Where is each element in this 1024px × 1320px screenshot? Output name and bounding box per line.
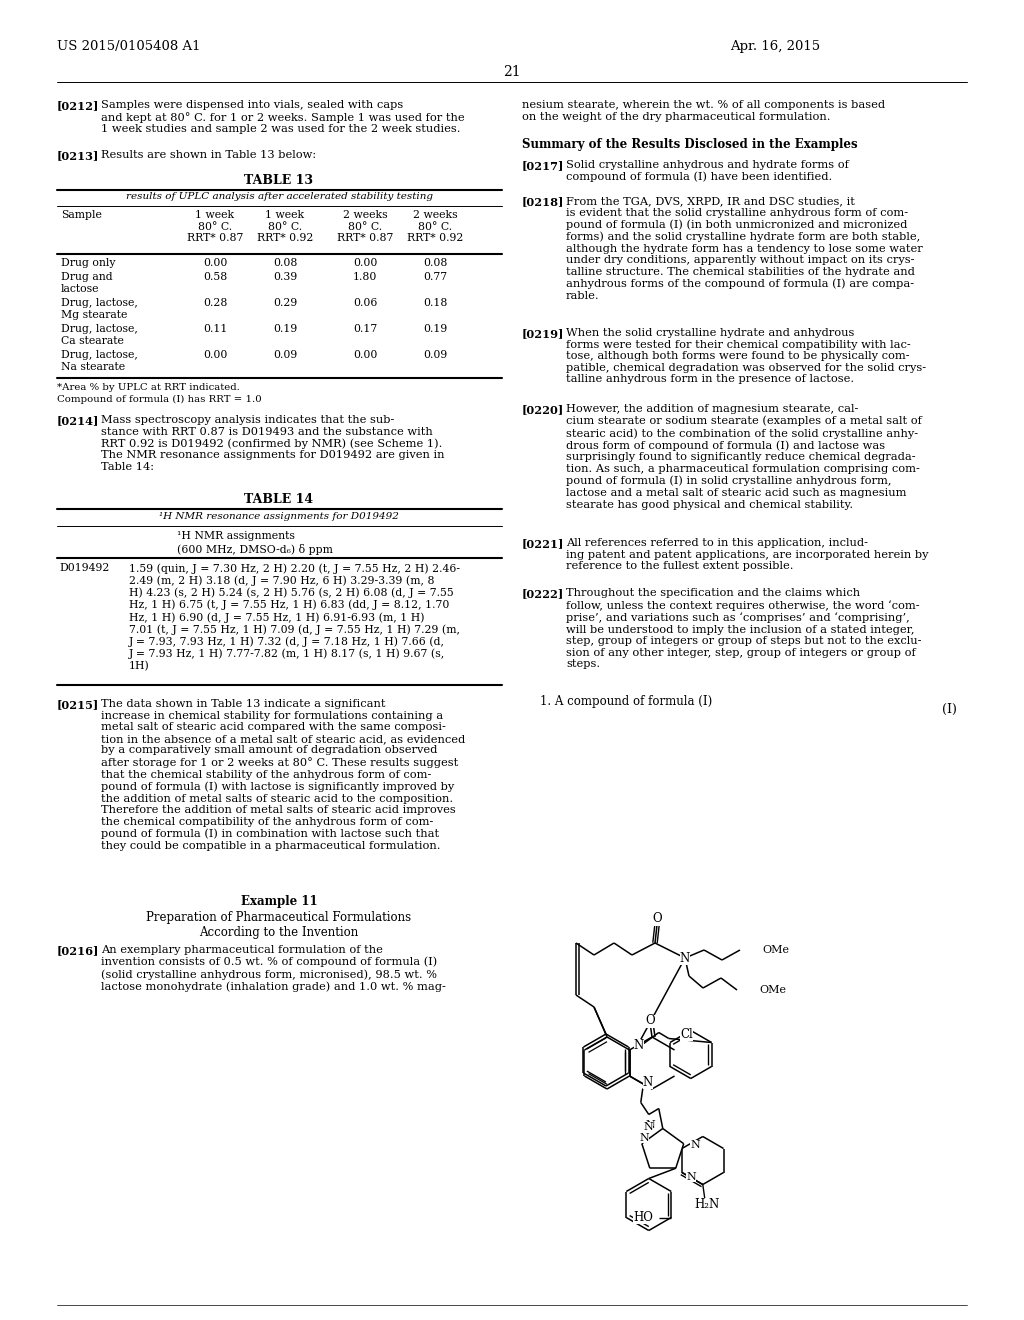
Text: Drug only: Drug only bbox=[61, 257, 116, 268]
Text: O: O bbox=[652, 912, 662, 925]
Text: 0.19: 0.19 bbox=[272, 323, 297, 334]
Text: Samples were dispensed into vials, sealed with caps
and kept at 80° C. for 1 or : Samples were dispensed into vials, seale… bbox=[101, 100, 465, 135]
Text: When the solid crystalline hydrate and anhydrous
forms were tested for their che: When the solid crystalline hydrate and a… bbox=[566, 327, 926, 384]
Text: 0.00: 0.00 bbox=[353, 257, 377, 268]
Text: 1.59 (quin, J = 7.30 Hz, 2 H) 2.20 (t, J = 7.55 Hz, 2 H) 2.46-
2.49 (m, 2 H) 3.1: 1.59 (quin, J = 7.30 Hz, 2 H) 2.20 (t, J… bbox=[129, 564, 460, 672]
Text: TABLE 14: TABLE 14 bbox=[245, 492, 313, 506]
Text: 21: 21 bbox=[503, 65, 521, 79]
Text: 0.00: 0.00 bbox=[203, 257, 227, 268]
Text: Cl: Cl bbox=[680, 1028, 693, 1041]
Text: 0.19: 0.19 bbox=[423, 323, 447, 334]
Text: [0216]: [0216] bbox=[57, 945, 99, 956]
Text: OMe: OMe bbox=[762, 945, 790, 954]
Text: The data shown in Table 13 indicate a significant
increase in chemical stability: The data shown in Table 13 indicate a si… bbox=[101, 700, 465, 850]
Text: results of UPLC analysis after accelerated stability testing: results of UPLC analysis after accelerat… bbox=[126, 191, 432, 201]
Text: [0214]: [0214] bbox=[57, 414, 99, 426]
Text: Example 11: Example 11 bbox=[241, 895, 317, 908]
Text: [0213]: [0213] bbox=[57, 150, 99, 161]
Text: N: N bbox=[643, 1076, 653, 1089]
Text: 0.00: 0.00 bbox=[353, 350, 377, 360]
Text: HO: HO bbox=[634, 1210, 653, 1224]
Text: Solid crystalline anhydrous and hydrate forms of
compound of formula (I) have be: Solid crystalline anhydrous and hydrate … bbox=[566, 160, 849, 182]
Text: 0.18: 0.18 bbox=[423, 298, 447, 308]
Text: *Area % by UPLC at RRT indicated.: *Area % by UPLC at RRT indicated. bbox=[57, 383, 240, 392]
Text: [0220]: [0220] bbox=[522, 404, 564, 414]
Text: N: N bbox=[639, 1133, 649, 1143]
Text: D019492: D019492 bbox=[59, 564, 110, 573]
Text: N: N bbox=[680, 952, 690, 965]
Text: 0.08: 0.08 bbox=[272, 257, 297, 268]
Text: 0.06: 0.06 bbox=[353, 298, 377, 308]
Text: 0.08: 0.08 bbox=[423, 257, 447, 268]
Text: 0.11: 0.11 bbox=[203, 323, 227, 334]
Text: 2 weeks
80° C.
RRT* 0.92: 2 weeks 80° C. RRT* 0.92 bbox=[407, 210, 463, 243]
Text: (600 MHz, DMSO-d₆) δ ppm: (600 MHz, DMSO-d₆) δ ppm bbox=[177, 544, 333, 554]
Text: 1. A compound of formula (I): 1. A compound of formula (I) bbox=[540, 696, 713, 708]
Text: [0222]: [0222] bbox=[522, 587, 564, 599]
Text: N: N bbox=[645, 1119, 654, 1130]
Text: N: N bbox=[686, 1172, 695, 1181]
Text: 0.29: 0.29 bbox=[272, 298, 297, 308]
Text: Sample: Sample bbox=[61, 210, 101, 220]
Text: Compound of formula (I) has RRT = 1.0: Compound of formula (I) has RRT = 1.0 bbox=[57, 395, 261, 404]
Text: [0212]: [0212] bbox=[57, 100, 99, 111]
Text: However, the addition of magnesium stearate, cal-
cium stearate or sodium steara: However, the addition of magnesium stear… bbox=[566, 404, 922, 510]
Text: 1 week
80° C.
RRT* 0.87: 1 week 80° C. RRT* 0.87 bbox=[186, 210, 243, 243]
Text: Results are shown in Table 13 below:: Results are shown in Table 13 below: bbox=[101, 150, 316, 160]
Text: [0217]: [0217] bbox=[522, 160, 564, 172]
Text: nesium stearate, wherein the wt. % of all components is based
on the weight of t: nesium stearate, wherein the wt. % of al… bbox=[522, 100, 885, 121]
Text: ¹H NMR resonance assignments for D019492: ¹H NMR resonance assignments for D019492 bbox=[159, 512, 399, 521]
Text: 1.80: 1.80 bbox=[353, 272, 377, 282]
Text: [0215]: [0215] bbox=[57, 700, 99, 710]
Text: Preparation of Pharmaceutical Formulations
According to the Invention: Preparation of Pharmaceutical Formulatio… bbox=[146, 911, 412, 939]
Text: [0219]: [0219] bbox=[522, 327, 564, 339]
Text: Apr. 16, 2015: Apr. 16, 2015 bbox=[730, 40, 820, 53]
Text: TABLE 13: TABLE 13 bbox=[245, 174, 313, 187]
Text: 0.58: 0.58 bbox=[203, 272, 227, 282]
Text: 0.09: 0.09 bbox=[272, 350, 297, 360]
Text: [0218]: [0218] bbox=[522, 195, 564, 207]
Text: Drug, lactose,
Mg stearate: Drug, lactose, Mg stearate bbox=[61, 298, 138, 319]
Text: N: N bbox=[634, 1039, 644, 1052]
Text: Drug, lactose,
Na stearate: Drug, lactose, Na stearate bbox=[61, 350, 138, 372]
Text: US 2015/0105408 A1: US 2015/0105408 A1 bbox=[57, 40, 201, 53]
Text: H₂N: H₂N bbox=[694, 1199, 720, 1210]
Text: O: O bbox=[645, 1015, 654, 1027]
Text: Summary of the Results Disclosed in the Examples: Summary of the Results Disclosed in the … bbox=[522, 139, 858, 150]
Text: 0.00: 0.00 bbox=[203, 350, 227, 360]
Text: An exemplary pharmaceutical formulation of the
invention consists of 0.5 wt. % o: An exemplary pharmaceutical formulation … bbox=[101, 945, 445, 991]
Text: All references referred to in this application, includ-
ing patent and patent ap: All references referred to in this appli… bbox=[566, 539, 929, 572]
Text: From the TGA, DVS, XRPD, IR and DSC studies, it
is evident that the solid crysta: From the TGA, DVS, XRPD, IR and DSC stud… bbox=[566, 195, 923, 301]
Text: 0.17: 0.17 bbox=[353, 323, 377, 334]
Text: ¹H NMR assignments: ¹H NMR assignments bbox=[177, 531, 295, 541]
Text: N: N bbox=[690, 1139, 699, 1150]
Text: (I): (I) bbox=[942, 704, 957, 715]
Text: Drug and
lactose: Drug and lactose bbox=[61, 272, 113, 293]
Text: 0.39: 0.39 bbox=[272, 272, 297, 282]
Text: 1 week
80° C.
RRT* 0.92: 1 week 80° C. RRT* 0.92 bbox=[257, 210, 313, 243]
Text: 0.77: 0.77 bbox=[423, 272, 447, 282]
Text: 0.28: 0.28 bbox=[203, 298, 227, 308]
Text: Throughout the specification and the claims which
follow, unless the context req: Throughout the specification and the cla… bbox=[566, 587, 922, 669]
Text: 2 weeks
80° C.
RRT* 0.87: 2 weeks 80° C. RRT* 0.87 bbox=[337, 210, 393, 243]
Text: 0.09: 0.09 bbox=[423, 350, 447, 360]
Text: Drug, lactose,
Ca stearate: Drug, lactose, Ca stearate bbox=[61, 323, 138, 346]
Text: N: N bbox=[643, 1122, 652, 1131]
Text: Mass spectroscopy analysis indicates that the sub-
stance with RRT 0.87 is D0194: Mass spectroscopy analysis indicates tha… bbox=[101, 414, 444, 473]
Text: OMe: OMe bbox=[759, 985, 786, 995]
Text: [0221]: [0221] bbox=[522, 539, 564, 549]
